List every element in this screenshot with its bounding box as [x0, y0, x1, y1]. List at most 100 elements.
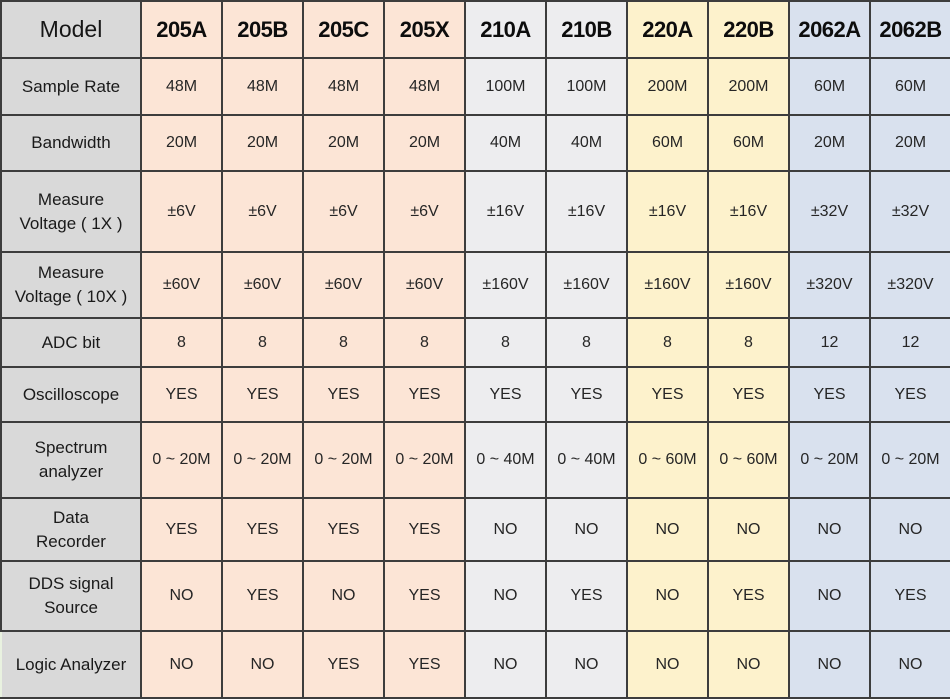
- spec-cell-210B: 100M: [545, 57, 628, 116]
- row-label-line: Voltage ( 10X ): [14, 287, 128, 306]
- spec-cell-205A: 48M: [140, 57, 223, 116]
- spec-cell-205C: 48M: [302, 57, 385, 116]
- row-label-line: Measure: [37, 263, 105, 283]
- spec-cell-210A: NO: [464, 560, 547, 632]
- spec-cell-210B: 0 ~ 40M: [545, 421, 628, 499]
- spec-cell-205C: YES: [302, 366, 385, 423]
- spec-cell-205C: 20M: [302, 114, 385, 172]
- header-row: Model 205A 205B 205C 205X 210A 210B 220A 220B 206…: [0, 0, 950, 59]
- spec-cell-220B: 8: [707, 317, 790, 368]
- spec-cell-205X: ±6V: [383, 170, 466, 253]
- row-label: Measure Voltage ( 10X ): [0, 251, 142, 319]
- spec-row: Oscilloscope YES YES YES YES YES YES YES YES YES Y…: [0, 366, 950, 423]
- spec-cell-205B: YES: [221, 497, 304, 562]
- model-header-210A: 210A: [464, 0, 547, 59]
- spec-cell-2062A: NO: [788, 630, 871, 699]
- model-header-2062B: 2062B: [869, 0, 950, 59]
- spec-cell-205B: 8: [221, 317, 304, 368]
- spec-cell-210A: NO: [464, 630, 547, 699]
- row-label: Measure Voltage ( 1X ): [0, 170, 142, 253]
- spec-cell-220B: ±160V: [707, 251, 790, 319]
- row-label: Oscilloscope: [0, 366, 142, 423]
- spec-cell-205B: NO: [221, 630, 304, 699]
- spec-cell-205X: 20M: [383, 114, 466, 172]
- spec-cell-205X: YES: [383, 366, 466, 423]
- spec-cell-210A: 100M: [464, 57, 547, 116]
- spec-cell-205C: 0 ~ 20M: [302, 421, 385, 499]
- spec-cell-2062B: YES: [869, 560, 950, 632]
- spec-cell-2062A: 12: [788, 317, 871, 368]
- spec-cell-210A: NO: [464, 497, 547, 562]
- row-label: Data Recorder: [0, 497, 142, 562]
- spec-cell-2062B: 60M: [869, 57, 950, 116]
- row-label: Sample Rate: [0, 57, 142, 116]
- spec-cell-2062A: ±32V: [788, 170, 871, 253]
- model-header-205B: 205B: [221, 0, 304, 59]
- spec-row: Spectrum analyzer 0 ~ 20M 0 ~ 20M 0 ~ 20M 0 ~…: [0, 421, 950, 499]
- spec-row: Sample Rate 48M 48M 48M 48M 100M 100M 200M 200M 6…: [0, 57, 950, 116]
- spec-cell-205A: 0 ~ 20M: [140, 421, 223, 499]
- spec-cell-220B: 60M: [707, 114, 790, 172]
- spec-cell-220A: ±16V: [626, 170, 709, 253]
- spec-cell-210A: 0 ~ 40M: [464, 421, 547, 499]
- row-label-line: Data: [53, 507, 89, 527]
- spec-cell-205C: YES: [302, 497, 385, 562]
- spec-cell-205X: YES: [383, 497, 466, 562]
- spec-cell-220B: 200M: [707, 57, 790, 116]
- spec-row: Logic Analyzer NO NO YES YES NO NO NO NO NO NO: [0, 630, 950, 699]
- spec-cell-220A: YES: [626, 366, 709, 423]
- spec-row: Bandwidth 20M 20M 20M 20M 40M 40M 60M 60M 20M 20M: [0, 114, 950, 172]
- row-label-line: Logic Analyzer: [15, 654, 127, 674]
- spec-cell-205A: ±60V: [140, 251, 223, 319]
- spec-cell-2062A: NO: [788, 497, 871, 562]
- spec-cell-205A: YES: [140, 497, 223, 562]
- spec-cell-220B: ±16V: [707, 170, 790, 253]
- spec-cell-210A: 8: [464, 317, 547, 368]
- spec-cell-2062B: ±32V: [869, 170, 950, 253]
- spec-cell-205A: NO: [140, 560, 223, 632]
- spec-cell-210B: 40M: [545, 114, 628, 172]
- spec-cell-210B: YES: [545, 560, 628, 632]
- spec-cell-2062B: 0 ~ 20M: [869, 421, 950, 499]
- model-header-2062A: 2062A: [788, 0, 871, 59]
- spec-cell-205A: YES: [140, 366, 223, 423]
- model-header-205C: 205C: [302, 0, 385, 59]
- spec-row: ADC bit 8 8 8 8 8 8 8 8 12 12: [0, 317, 950, 368]
- row-label-line: Oscilloscope: [22, 384, 120, 404]
- spec-cell-220A: NO: [626, 630, 709, 699]
- spec-cell-2062A: 20M: [788, 114, 871, 172]
- spec-row: Measure Voltage ( 10X ) ±60V ±60V ±60V ±60V ±1…: [0, 251, 950, 319]
- spec-row: Data Recorder YES YES YES YES NO NO NO NO NO NO: [0, 497, 950, 562]
- spec-cell-205X: 0 ~ 20M: [383, 421, 466, 499]
- spec-cell-2062B: NO: [869, 630, 950, 699]
- spec-cell-220A: ±160V: [626, 251, 709, 319]
- spec-cell-210B: YES: [545, 366, 628, 423]
- row-label-line: Sample Rate: [21, 76, 121, 96]
- spec-cell-205A: NO: [140, 630, 223, 699]
- row-label-line: analyzer: [38, 462, 104, 481]
- row-label: DDS signal Source: [0, 560, 142, 632]
- spec-cell-210B: ±16V: [545, 170, 628, 253]
- row-label-line: Measure: [37, 189, 105, 209]
- spec-cell-205X: 48M: [383, 57, 466, 116]
- row-label: Logic Analyzer: [0, 630, 142, 699]
- spec-cell-210A: ±16V: [464, 170, 547, 253]
- row-label-line: ADC bit: [41, 332, 101, 352]
- spec-cell-210B: 8: [545, 317, 628, 368]
- row-label-line: Spectrum: [34, 438, 108, 458]
- spec-cell-205A: 20M: [140, 114, 223, 172]
- row-label-line: Source: [44, 598, 98, 617]
- row-label: Spectrum analyzer: [0, 421, 142, 499]
- spec-cell-220A: 200M: [626, 57, 709, 116]
- model-header-220B: 220B: [707, 0, 790, 59]
- spec-cell-205A: 8: [140, 317, 223, 368]
- spec-cell-220A: NO: [626, 497, 709, 562]
- spec-cell-210B: NO: [545, 630, 628, 699]
- spec-cell-2062B: 20M: [869, 114, 950, 172]
- model-header-205X: 205X: [383, 0, 466, 59]
- spec-cell-2062A: 0 ~ 20M: [788, 421, 871, 499]
- spec-cell-205A: ±6V: [140, 170, 223, 253]
- spec-cell-205B: 48M: [221, 57, 304, 116]
- spec-cell-205B: 20M: [221, 114, 304, 172]
- spec-cell-210A: 40M: [464, 114, 547, 172]
